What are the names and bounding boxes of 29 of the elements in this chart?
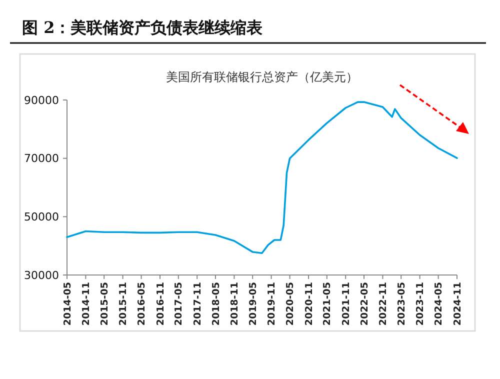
x-tick-label: 2017-05: [174, 282, 185, 326]
x-tick-label: 2022-05: [359, 282, 370, 326]
x-tick-label: 2021-05: [322, 282, 334, 326]
x-tick-label: 2021-11: [340, 282, 352, 326]
x-tick-label: 2015-11: [118, 282, 130, 326]
x-tick-label: 2023-11: [415, 282, 426, 326]
x-tick-label: 2022-11: [378, 282, 390, 326]
x-tick-label: 2018-11: [230, 282, 241, 326]
chart-subtitle: 美国所有联储银行总资产（亿美元）: [166, 70, 358, 84]
x-tick-label: 2023-05: [396, 282, 408, 326]
y-tick-label: 50000: [24, 210, 59, 224]
x-tick-label: 2024-05: [434, 282, 445, 326]
y-tick-label: 90000: [24, 94, 59, 107]
x-tick-label: 2019-05: [248, 282, 259, 326]
x-tick-label: 2017-11: [192, 282, 204, 326]
x-tick-label: 2019-11: [266, 282, 278, 326]
x-tick-label: 2014-11: [81, 282, 92, 326]
x-tick-label: 2024-11: [452, 282, 464, 326]
chart-title: 图 2：美联储资产负债表继续缩表: [22, 18, 264, 37]
x-tick-label: 2015-05: [99, 282, 110, 326]
y-tick-label: 30000: [24, 268, 59, 282]
x-tick-label: 2020-11: [304, 282, 315, 326]
x-tick-label: 2016-05: [136, 282, 148, 326]
y-tick-label: 70000: [24, 152, 59, 166]
line-series: [66, 101, 458, 254]
x-tick-label: 2016-11: [155, 282, 166, 326]
x-tick-label: 2020-05: [285, 282, 296, 326]
x-tick-label: 2018-05: [210, 282, 222, 326]
x-tick-label: 2014-05: [62, 282, 74, 326]
